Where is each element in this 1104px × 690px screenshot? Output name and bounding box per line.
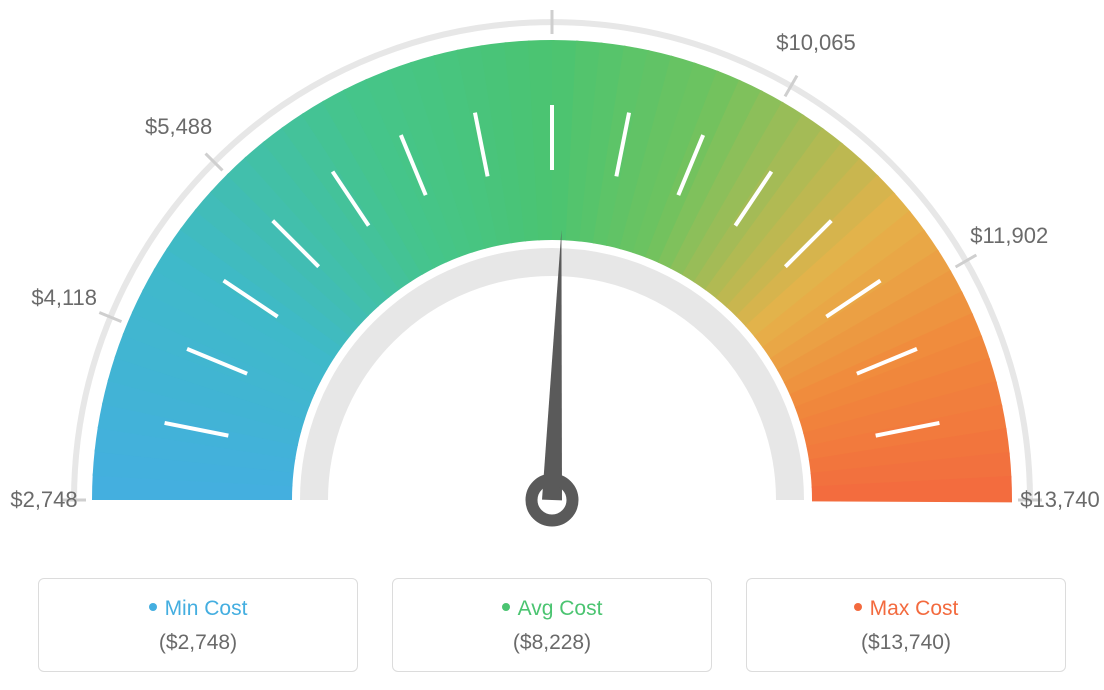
dot-icon — [502, 603, 510, 611]
legend-title-min: Min Cost — [49, 597, 347, 621]
gauge-tick-label: $2,748 — [10, 487, 77, 513]
gauge-tick-label: $5,488 — [145, 114, 212, 140]
legend-title-text: Avg Cost — [518, 597, 603, 620]
gauge-chart: $2,748$4,118$5,488$8,228$10,065$11,902$1… — [0, 0, 1104, 560]
legend-card-max: Max Cost ($13,740) — [746, 578, 1066, 672]
gauge-tick-label: $10,065 — [776, 30, 856, 56]
dot-icon — [854, 603, 862, 611]
legend-title-max: Max Cost — [757, 597, 1055, 621]
legend-value-avg: ($8,228) — [403, 631, 701, 655]
legend-card-min: Min Cost ($2,748) — [38, 578, 358, 672]
gauge-tick-label: $4,118 — [31, 285, 97, 311]
dot-icon — [149, 603, 157, 611]
legend-row: Min Cost ($2,748) Avg Cost ($8,228) Max … — [0, 578, 1104, 672]
gauge-tick-label: $13,740 — [1020, 487, 1100, 513]
gauge-svg — [0, 0, 1104, 560]
legend-card-avg: Avg Cost ($8,228) — [392, 578, 712, 672]
legend-title-text: Min Cost — [165, 597, 248, 620]
legend-title-text: Max Cost — [870, 597, 959, 620]
legend-value-max: ($13,740) — [757, 631, 1055, 655]
legend-title-avg: Avg Cost — [403, 597, 701, 621]
legend-value-min: ($2,748) — [49, 631, 347, 655]
gauge-tick-label: $11,902 — [970, 223, 1048, 249]
